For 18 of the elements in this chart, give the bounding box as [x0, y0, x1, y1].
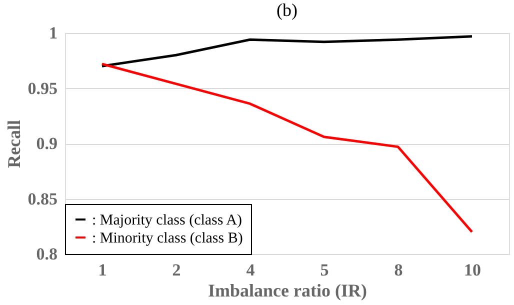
y-axis-title: Recall [4, 120, 24, 168]
x-tick-label: 1 [98, 260, 107, 280]
x-tick-label: 5 [320, 260, 329, 280]
x-axis-title: Imbalance ratio (IR) [208, 280, 367, 300]
legend-label: : Minority class (class B) [92, 230, 243, 246]
line-series [100, 35, 474, 68]
y-tick-label: 0.8 [36, 244, 58, 264]
x-tick-label: 10 [464, 260, 481, 280]
chart-title: (b) [276, 0, 298, 20]
y-tick-label: 0.95 [28, 78, 58, 98]
y-tick-label: 0.9 [36, 134, 58, 153]
y-tick-label: 1 [49, 24, 58, 42]
x-tick-label: 2 [172, 260, 181, 280]
y-tick-label: 0.85 [28, 189, 58, 208]
line-series [100, 62, 474, 234]
legend-label: : Majority class (class A) [92, 212, 242, 228]
x-tick-label: 4 [246, 260, 256, 280]
x-tick-label: 8 [394, 260, 403, 280]
